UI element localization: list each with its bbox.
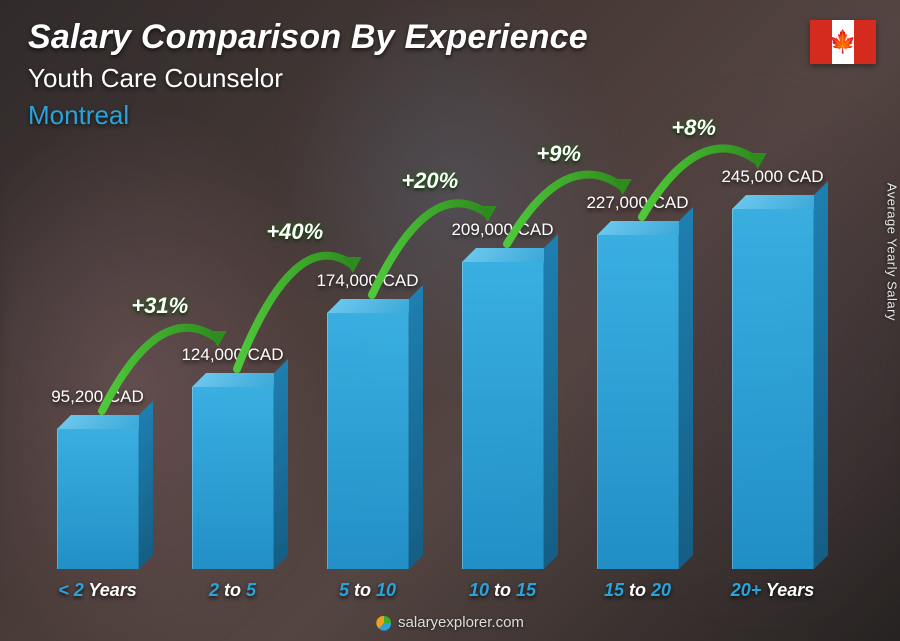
chart-column: 245,000 CAD [705, 109, 840, 569]
bar-side [544, 234, 558, 569]
bar-value-label: 124,000 CAD [181, 345, 283, 365]
bar-value-label: 227,000 CAD [586, 193, 688, 213]
bar-side [679, 207, 693, 569]
x-axis-label: < 2 Years [30, 580, 165, 601]
x-axis-label: 10 to 15 [435, 580, 570, 601]
bar-value-label: 245,000 CAD [721, 167, 823, 187]
job-title: Youth Care Counselor [28, 63, 872, 94]
percent-increase-badge: +20% [401, 168, 458, 194]
bar [57, 429, 139, 569]
bar-side [274, 359, 288, 569]
bar [327, 313, 409, 569]
percent-increase-badge: +31% [131, 293, 188, 319]
chart-column: 124,000 CAD [165, 109, 300, 569]
y-axis-label: Average Yearly Salary [885, 182, 900, 320]
bar-value-label: 174,000 CAD [316, 271, 418, 291]
flag-band-right [854, 20, 876, 64]
chart-column: 227,000 CAD [570, 109, 705, 569]
canada-flag-icon: 🍁 [810, 20, 876, 64]
chart-column: 95,200 CAD [30, 109, 165, 569]
bar-wrap [570, 235, 705, 569]
infographic-stage: Salary Comparison By Experience Youth Ca… [0, 0, 900, 641]
bar-wrap [165, 387, 300, 569]
bar-front [597, 235, 679, 569]
bar-wrap [30, 429, 165, 569]
bar [597, 235, 679, 569]
salaryexplorer-logo-icon [376, 615, 392, 631]
bar-side [139, 401, 153, 569]
footer: salaryexplorer.com [0, 614, 900, 631]
bar-front [327, 313, 409, 569]
bar [192, 387, 274, 569]
x-axis-label: 20+ Years [705, 580, 840, 601]
x-axis-label: 2 to 5 [165, 580, 300, 601]
maple-leaf-icon: 🍁 [829, 31, 856, 53]
page-title: Salary Comparison By Experience [28, 18, 872, 57]
percent-increase-badge: +8% [671, 115, 716, 141]
bar-wrap [300, 313, 435, 569]
bar-front [192, 387, 274, 569]
bar-front [462, 262, 544, 569]
bar [732, 209, 814, 569]
x-axis-label: 5 to 10 [300, 580, 435, 601]
bar-side [409, 285, 423, 569]
percent-increase-badge: +9% [536, 141, 581, 167]
bar-value-label: 95,200 CAD [51, 387, 144, 407]
bar-side [814, 181, 828, 569]
bar-value-label: 209,000 CAD [451, 220, 553, 240]
bar-front [57, 429, 139, 569]
footer-text: salaryexplorer.com [398, 614, 524, 631]
x-axis-label: 15 to 20 [570, 580, 705, 601]
bar [462, 262, 544, 569]
bar-front [732, 209, 814, 569]
bar-wrap [435, 262, 570, 569]
percent-increase-badge: +40% [266, 219, 323, 245]
x-axis-labels: < 2 Years2 to 55 to 1010 to 1515 to 2020… [30, 580, 840, 601]
bar-wrap [705, 209, 840, 569]
